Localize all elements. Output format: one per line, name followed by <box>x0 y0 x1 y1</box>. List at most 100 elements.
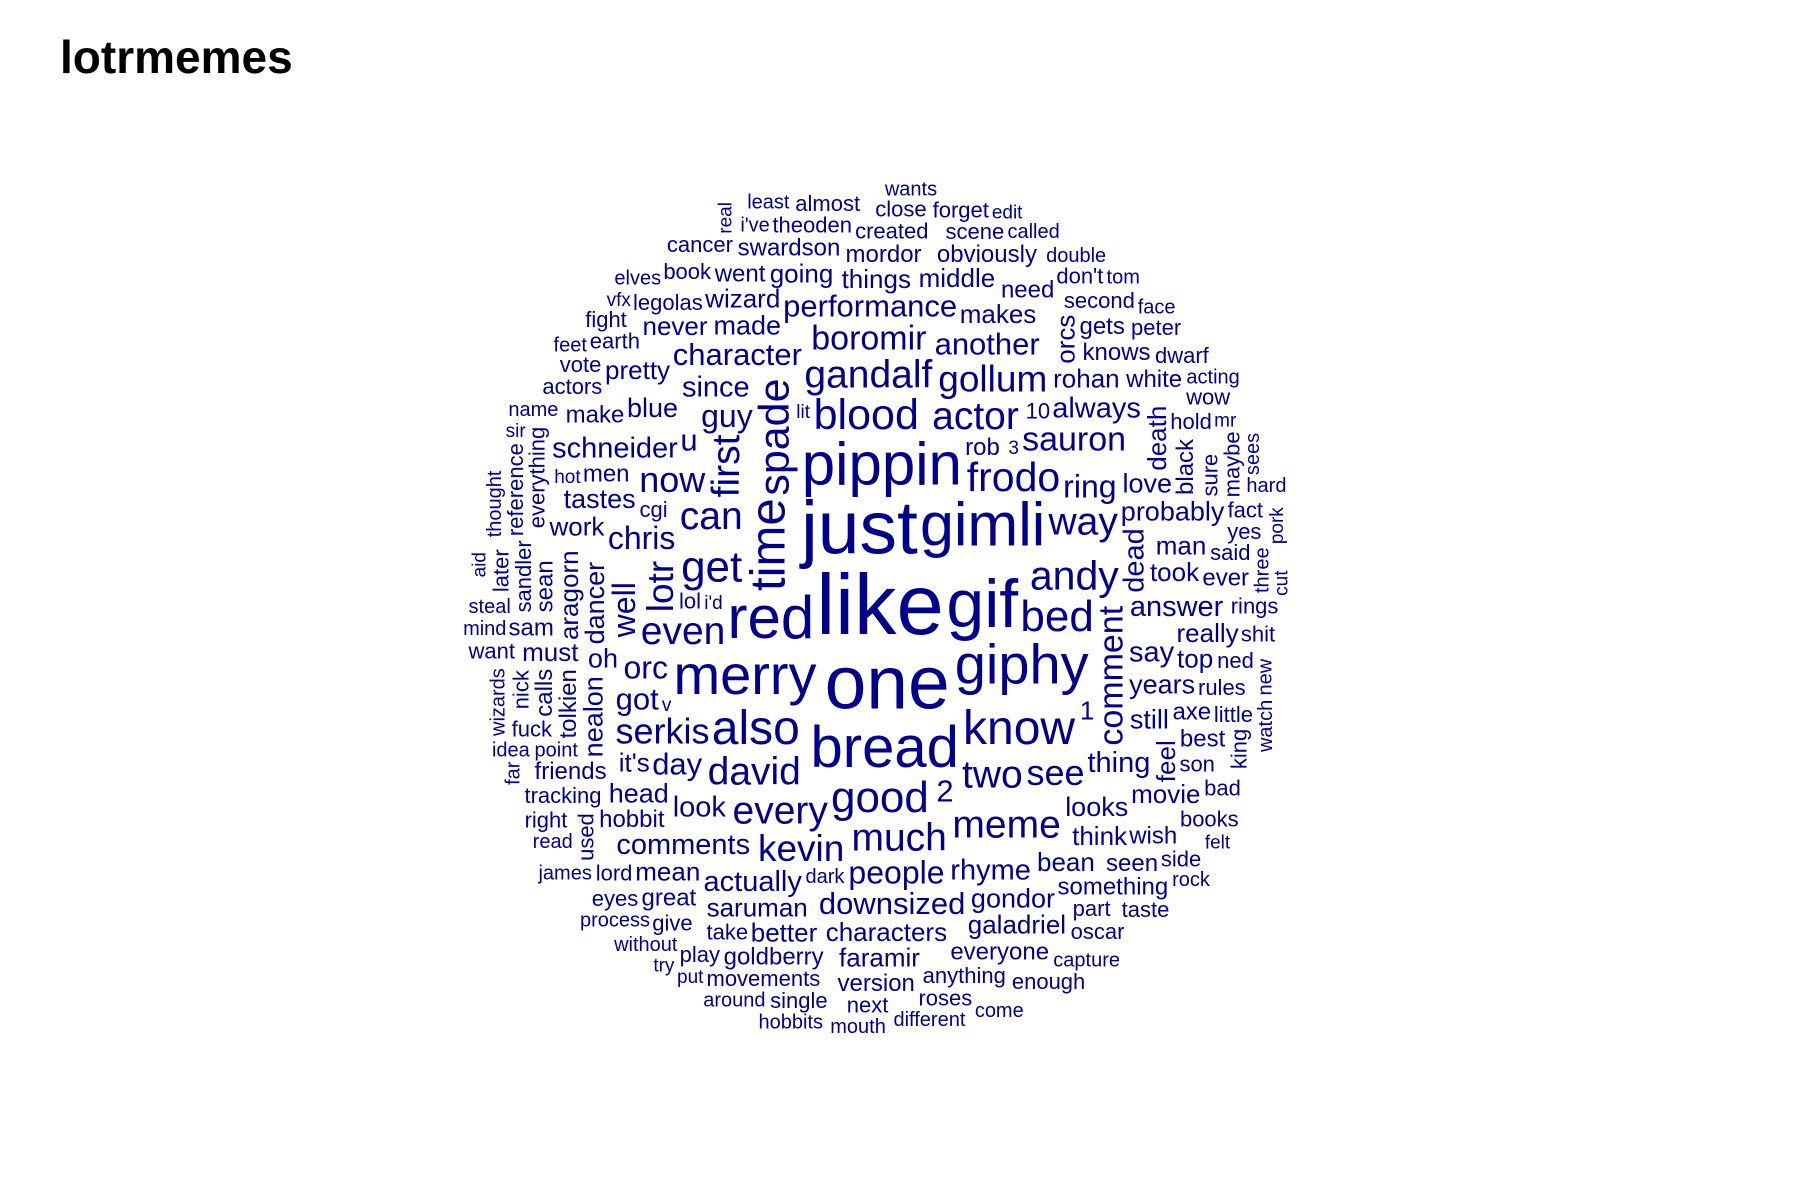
cloud-word: hobbits <box>759 1012 824 1034</box>
cloud-word: lord <box>596 860 633 885</box>
cloud-word: went <box>714 261 766 288</box>
cloud-word: gondor <box>971 884 1055 914</box>
cloud-word: friends <box>535 758 607 785</box>
cloud-word: must <box>522 637 579 667</box>
cloud-word: now <box>639 459 706 500</box>
cloud-word: three <box>1251 547 1273 593</box>
cloud-word: play <box>680 942 720 967</box>
cloud-word: everything <box>525 427 550 529</box>
cloud-word: gollum <box>938 359 1047 400</box>
cloud-word: orcs <box>1051 315 1081 364</box>
cloud-word: character <box>673 337 802 372</box>
cloud-word: well <box>606 582 642 638</box>
cloud-word: james <box>537 863 591 885</box>
cloud-word: head <box>609 779 669 809</box>
cloud-word: meme <box>952 804 1060 847</box>
cloud-word: red <box>727 584 814 651</box>
cloud-word: hard <box>1246 475 1286 497</box>
cloud-word: dark <box>805 866 845 888</box>
cloud-word: frodo <box>967 454 1060 500</box>
cloud-word: mean <box>635 856 700 886</box>
cloud-word: movements <box>707 966 821 991</box>
cloud-word: kevin <box>758 828 844 869</box>
cloud-word: since <box>682 371 750 403</box>
cloud-word: hobbit <box>599 806 665 833</box>
cloud-word: schneider <box>552 433 678 465</box>
cloud-word: knows <box>1083 339 1151 366</box>
cloud-word: never <box>643 311 708 341</box>
cloud-word: 1 <box>1080 696 1094 726</box>
cloud-word: idea <box>492 740 531 762</box>
cloud-word: lol <box>679 588 701 613</box>
cloud-word: created <box>855 218 928 243</box>
cloud-word: yes <box>1227 519 1261 544</box>
cloud-word: faramir <box>839 942 920 972</box>
cloud-word: bean <box>1037 847 1095 877</box>
cloud-word: going <box>770 259 834 289</box>
cloud-word: book <box>663 259 712 284</box>
cloud-word: calls <box>531 669 558 717</box>
cloud-word: made <box>713 311 781 341</box>
cloud-word: theoden <box>772 213 852 238</box>
cloud-word: feel <box>1151 740 1181 782</box>
cloud-word: day <box>652 746 702 781</box>
cloud-word: things <box>842 264 911 294</box>
cloud-word: sir <box>506 421 527 442</box>
cloud-word: dancer <box>580 562 610 645</box>
cloud-word: andy <box>1030 552 1119 598</box>
cloud-word: i'd <box>704 593 722 614</box>
cloud-word: gif <box>946 566 1018 642</box>
cloud-word: felt <box>1205 832 1231 853</box>
cloud-word: swardson <box>738 235 841 262</box>
cloud-word: every <box>733 790 829 833</box>
cloud-word: makes <box>960 299 1037 329</box>
cloud-word: put <box>677 967 704 988</box>
cloud-word: capture <box>1053 950 1120 972</box>
cloud-word: bad <box>1204 776 1241 801</box>
cloud-word: cut <box>1272 570 1293 596</box>
cloud-word: way <box>1047 501 1118 544</box>
cloud-word: tolkien <box>555 669 582 738</box>
cloud-word: axe <box>1172 699 1211 726</box>
cloud-word: called <box>1007 221 1059 243</box>
cloud-word: man <box>1156 531 1207 561</box>
cloud-word: it's <box>619 748 650 778</box>
cloud-word: forget <box>933 198 989 223</box>
cloud-word: king <box>1227 729 1252 769</box>
cloud-word: first <box>705 434 748 497</box>
cloud-word: mouth <box>830 1016 886 1038</box>
cloud-word: sam <box>509 615 554 642</box>
cloud-word: later <box>488 549 513 592</box>
cloud-word: lotr <box>640 561 681 612</box>
cloud-word: earth <box>590 329 640 354</box>
cloud-word: fuck <box>512 717 553 742</box>
cloud-word: nealon <box>578 676 608 757</box>
cloud-word: one <box>825 640 950 724</box>
cloud-word: say <box>1129 636 1175 668</box>
cloud-word: sandler <box>511 540 536 612</box>
cloud-word: men <box>583 461 630 488</box>
cloud-word: ring <box>1063 469 1116 505</box>
cloud-word: sure <box>1198 454 1223 497</box>
cloud-word: gandalf <box>804 353 932 396</box>
cloud-word: just <box>799 485 918 569</box>
cloud-word: sean <box>532 560 559 612</box>
cloud-word: ever <box>1202 565 1249 592</box>
cloud-word: close <box>875 197 926 222</box>
cloud-word: give <box>652 911 692 936</box>
cloud-word: nick <box>509 669 534 709</box>
cloud-word: gimli <box>920 491 1045 559</box>
cloud-word: saruman <box>707 892 808 922</box>
cloud-word: face <box>1138 296 1176 318</box>
cloud-word: work <box>548 512 605 542</box>
cloud-word: another <box>935 327 1040 362</box>
cloud-word: ned <box>1217 648 1254 673</box>
cloud-word: legolas <box>633 290 703 315</box>
cloud-word: orc <box>623 649 667 685</box>
cloud-word: make <box>566 401 625 428</box>
cloud-word: little <box>1214 702 1253 727</box>
cloud-word: reference <box>503 443 528 536</box>
cloud-word: characters <box>826 917 947 947</box>
cloud-word: eyes <box>592 886 638 911</box>
cloud-word: wish <box>1128 823 1177 850</box>
